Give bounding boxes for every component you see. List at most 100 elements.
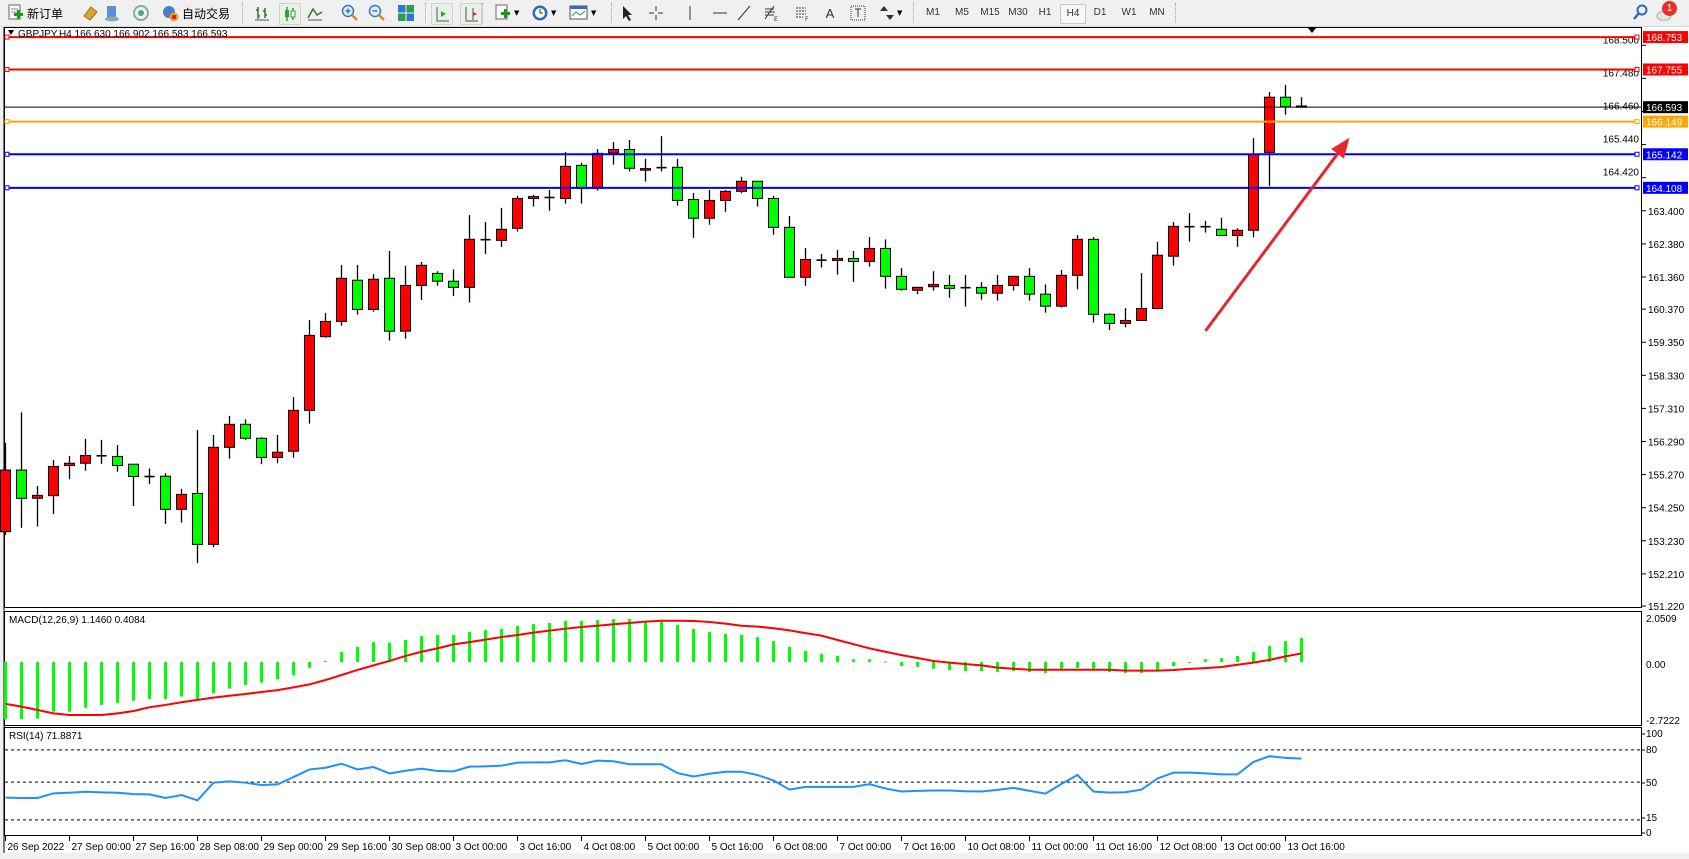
level-handle-right[interactable] — [1634, 34, 1640, 40]
cursor-button[interactable] — [617, 3, 637, 23]
candle — [432, 271, 443, 286]
candle-body — [64, 462, 75, 467]
level-handle-left[interactable] — [4, 66, 10, 72]
macd-histogram-bar — [1028, 662, 1031, 673]
horizontal-level-line[interactable]: 165.142 — [4, 148, 1688, 161]
navigator-icon — [105, 6, 119, 22]
candle — [960, 275, 971, 307]
zoom-in-button[interactable] — [340, 3, 360, 23]
level-handle-left[interactable] — [4, 119, 10, 125]
macd-histogram-bar — [804, 650, 807, 662]
text-button[interactable]: A — [820, 3, 840, 23]
arrow-head-icon[interactable] — [1331, 137, 1350, 159]
macd-histogram-bar — [180, 662, 183, 697]
navigator-button[interactable] — [102, 3, 122, 23]
text-label-button[interactable] — [848, 3, 868, 23]
horizontal-level-line[interactable]: 166.149 — [4, 115, 1688, 129]
signals-button[interactable] — [131, 3, 151, 23]
level-handle-right[interactable] — [1634, 151, 1640, 157]
autotrading-button[interactable]: 自动交易 — [160, 3, 230, 23]
notification-badge: 1 — [1662, 1, 1677, 16]
macd-histogram-bar — [596, 620, 599, 662]
level-handle-right[interactable] — [1634, 66, 1640, 72]
horizontal-level-line[interactable]: 164.108 — [4, 181, 1688, 195]
time-axis-label: 28 Sep 08:00 — [200, 842, 260, 853]
zoom-out-icon — [368, 4, 385, 21]
horizontal-level-line[interactable]: 168.753 — [4, 31, 1688, 44]
level-handle-right[interactable] — [1634, 119, 1640, 125]
candle — [880, 239, 891, 289]
new-order-button[interactable]: 新订单 — [6, 3, 63, 23]
autotrading-icon — [163, 6, 179, 22]
level-price-box — [1643, 115, 1688, 128]
text-label-icon — [850, 5, 866, 21]
level-handle-right[interactable] — [1634, 185, 1640, 191]
search-button[interactable] — [1630, 3, 1650, 23]
candle — [1200, 220, 1211, 233]
toolbar-separator — [425, 3, 427, 23]
period-d1[interactable]: D1 — [1093, 7, 1107, 18]
horizontal-line-button[interactable] — [710, 3, 730, 23]
macd-histogram-bar — [660, 621, 663, 662]
period-h4[interactable]: H4 — [1060, 4, 1086, 24]
fibonacci-button[interactable]: E — [761, 3, 781, 23]
zoom-out-button[interactable] — [367, 3, 387, 23]
period-mn[interactable]: MN — [1149, 7, 1165, 18]
line-chart-button[interactable] — [305, 3, 325, 23]
level-handle-left[interactable] — [4, 34, 10, 40]
macd-histogram-bar — [932, 662, 935, 669]
macd-histogram-bar — [884, 661, 887, 663]
macd-histogram-bar — [356, 646, 359, 662]
macd-histogram-bar — [1156, 662, 1159, 670]
tile-windows-button[interactable] — [396, 3, 416, 23]
period-m5[interactable]: M5 — [955, 7, 969, 18]
time-axis-label: 27 Sep 16:00 — [136, 842, 196, 853]
chart-shift-button[interactable] — [460, 3, 482, 25]
macd-histogram-bar — [500, 628, 503, 662]
period-h1[interactable]: H1 — [1038, 7, 1052, 18]
templates-icon — [569, 5, 588, 20]
indicators-dropdown[interactable]: ▼ — [494, 3, 519, 23]
new-order-icon — [8, 4, 23, 20]
level-handle-left[interactable] — [4, 151, 10, 157]
trend-arrow[interactable] — [1204, 137, 1350, 332]
arrows-dropdown[interactable]: ▼ — [877, 3, 902, 23]
trendline-button[interactable] — [734, 3, 754, 23]
level-handle-left[interactable] — [4, 185, 10, 191]
macd-histogram-bar — [916, 662, 919, 668]
vertical-line-button[interactable] — [680, 3, 700, 23]
autoscroll-button[interactable] — [431, 3, 453, 25]
horizontal-level-line[interactable]: 167.755 — [4, 63, 1688, 76]
chart-shift-marker-icon[interactable] — [1308, 28, 1316, 33]
candlestick-button[interactable] — [279, 3, 301, 25]
arrow-shaft[interactable] — [1204, 152, 1339, 332]
templates-dropdown[interactable]: ▼ — [569, 3, 596, 23]
rsi-axis-label: 50 — [1646, 778, 1658, 789]
candle-body — [832, 257, 843, 261]
fibonacci-fan-button[interactable]: F — [792, 3, 812, 23]
macd-histogram-bar — [340, 651, 343, 662]
bar-chart-button[interactable] — [252, 3, 272, 23]
autotrading-label: 自动交易 — [182, 6, 231, 21]
candle-body — [672, 166, 683, 201]
periods-dropdown[interactable]: ▼ — [531, 3, 556, 23]
current-price-line[interactable]: 166.593 — [5, 101, 1688, 114]
period-m15[interactable]: M15 — [980, 7, 1000, 18]
candle — [208, 435, 219, 548]
price-levels[interactable]: 168.753 167.755 166.593 166.149 165.142 164.1… — [4, 31, 1688, 195]
candle — [384, 251, 395, 341]
macd-histogram-bar — [52, 662, 55, 712]
cursor-icon — [623, 6, 632, 21]
level-price-label: 164.108 — [1646, 184, 1683, 195]
macd-histogram-bar — [772, 641, 775, 662]
period-w1[interactable]: W1 — [1121, 7, 1137, 18]
rsi-axis-label: 0 — [1646, 828, 1652, 839]
level-price-box — [1643, 31, 1688, 44]
period-m30[interactable]: M30 — [1008, 7, 1028, 18]
candle-body — [608, 148, 619, 154]
market-watch-button[interactable] — [80, 3, 100, 23]
period-m1[interactable]: M1 — [926, 7, 940, 18]
crosshair-button[interactable] — [646, 3, 666, 23]
time-axis-label: 10 Oct 08:00 — [968, 842, 1026, 853]
